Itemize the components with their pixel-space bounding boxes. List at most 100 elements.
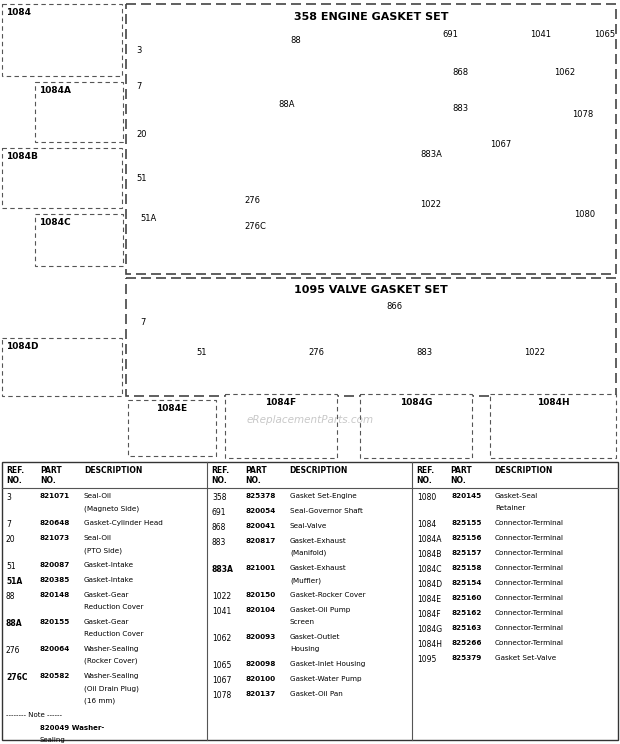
- Text: 821073: 821073: [40, 535, 70, 541]
- Text: Gasket-Outlet: Gasket-Outlet: [290, 634, 340, 640]
- Text: 820137: 820137: [246, 691, 276, 697]
- Text: 358: 358: [212, 493, 226, 502]
- Text: 883A: 883A: [212, 565, 234, 574]
- Text: (Magneto Side): (Magneto Side): [84, 505, 139, 512]
- Text: 1022: 1022: [524, 348, 545, 357]
- Text: 1041: 1041: [212, 607, 231, 616]
- Text: 20: 20: [6, 535, 16, 544]
- Text: 820155: 820155: [40, 619, 71, 625]
- Text: REF.
NO.: REF. NO.: [416, 466, 434, 485]
- Text: Gasket-Rocker Cover: Gasket-Rocker Cover: [290, 592, 366, 598]
- Text: 1095: 1095: [417, 655, 436, 664]
- Text: 88A: 88A: [278, 100, 294, 109]
- Text: 1080: 1080: [417, 493, 436, 502]
- Text: Connector-Terminal: Connector-Terminal: [495, 535, 564, 541]
- Text: 1084G: 1084G: [400, 398, 432, 407]
- Text: Seal-Valve: Seal-Valve: [290, 523, 327, 529]
- Text: Gasket-Exhaust: Gasket-Exhaust: [290, 538, 347, 544]
- Text: 1084C: 1084C: [39, 218, 71, 227]
- Text: 820093: 820093: [246, 634, 277, 640]
- Text: Gasket-Gear: Gasket-Gear: [84, 619, 130, 625]
- Text: Connector-Terminal: Connector-Terminal: [495, 550, 564, 556]
- Text: 825266: 825266: [451, 640, 482, 646]
- Text: Gasket-Intake: Gasket-Intake: [84, 562, 134, 568]
- Text: 276: 276: [6, 646, 20, 655]
- Text: 820150: 820150: [246, 592, 277, 598]
- Text: 1084B: 1084B: [417, 550, 441, 559]
- Text: (Oil Drain Plug): (Oil Drain Plug): [84, 685, 139, 691]
- Text: Gasket-Cylinder Head: Gasket-Cylinder Head: [84, 520, 163, 526]
- Text: 1084C: 1084C: [417, 565, 441, 574]
- Text: 820648: 820648: [40, 520, 71, 526]
- Text: Connector-Terminal: Connector-Terminal: [495, 625, 564, 631]
- Text: Connector-Terminal: Connector-Terminal: [495, 580, 564, 586]
- Text: 1065: 1065: [212, 661, 231, 670]
- Text: 820817: 820817: [246, 538, 277, 544]
- Text: 883: 883: [212, 538, 226, 547]
- Text: Connector-Terminal: Connector-Terminal: [495, 520, 564, 526]
- Text: 1067: 1067: [212, 676, 231, 685]
- Text: Gasket-Gear: Gasket-Gear: [84, 592, 130, 598]
- Text: 820104: 820104: [246, 607, 276, 613]
- Text: 1095 VALVE GASKET SET: 1095 VALVE GASKET SET: [294, 285, 448, 295]
- Bar: [2, 338, 122, 396]
- Text: 7: 7: [136, 82, 141, 91]
- Bar: [2, 4, 122, 76]
- Text: Retainer: Retainer: [495, 505, 525, 511]
- Text: Housing: Housing: [290, 646, 319, 652]
- Text: 1084A: 1084A: [39, 86, 71, 95]
- Text: 1084H: 1084H: [417, 640, 442, 649]
- Text: 88: 88: [6, 592, 16, 601]
- Text: Reduction Cover: Reduction Cover: [84, 604, 143, 610]
- Text: 276C: 276C: [6, 673, 27, 682]
- Bar: [126, 4, 616, 274]
- Text: 825155: 825155: [451, 520, 482, 526]
- Text: (Rocker Cover): (Rocker Cover): [84, 658, 138, 664]
- Text: 51: 51: [196, 348, 206, 357]
- Text: (Manifold): (Manifold): [290, 550, 326, 557]
- Text: 825160: 825160: [451, 595, 481, 601]
- Text: 1067: 1067: [490, 140, 511, 149]
- Bar: [2, 462, 618, 740]
- Text: Gasket-Oil Pump: Gasket-Oil Pump: [290, 607, 350, 613]
- Text: 868: 868: [452, 68, 468, 77]
- Text: 1084F: 1084F: [265, 398, 296, 407]
- Text: 825158: 825158: [451, 565, 482, 571]
- Text: 51: 51: [136, 174, 146, 183]
- Text: -------- Note ------: -------- Note ------: [6, 712, 62, 718]
- Text: 1084: 1084: [6, 8, 31, 17]
- Bar: [490, 394, 616, 458]
- Text: Connector-Terminal: Connector-Terminal: [495, 640, 564, 646]
- Text: Gasket-Oil Pan: Gasket-Oil Pan: [290, 691, 343, 697]
- Text: (PTO Side): (PTO Side): [84, 547, 122, 554]
- Text: REF.
NO.: REF. NO.: [211, 466, 229, 485]
- Text: 883: 883: [416, 348, 432, 357]
- Bar: [126, 278, 616, 396]
- Text: 821071: 821071: [40, 493, 70, 499]
- Bar: [360, 394, 472, 458]
- Text: DESCRIPTION: DESCRIPTION: [84, 466, 143, 475]
- Text: 820041: 820041: [246, 523, 276, 529]
- Text: Gasket-Inlet Housing: Gasket-Inlet Housing: [290, 661, 365, 667]
- Text: Connector-Terminal: Connector-Terminal: [495, 565, 564, 571]
- Text: 1041: 1041: [530, 30, 551, 39]
- Text: 276: 276: [308, 348, 324, 357]
- Text: PART
NO.: PART NO.: [245, 466, 267, 485]
- Text: 825156: 825156: [451, 535, 482, 541]
- Text: 7: 7: [6, 520, 11, 529]
- Text: PART
NO.: PART NO.: [40, 466, 62, 485]
- Text: 1022: 1022: [420, 200, 441, 209]
- Text: 821001: 821001: [246, 565, 276, 571]
- Text: 1084B: 1084B: [6, 152, 38, 161]
- Text: 1084E: 1084E: [417, 595, 441, 604]
- Text: 820049 Washer-: 820049 Washer-: [40, 725, 104, 731]
- Text: Gasket-Water Pump: Gasket-Water Pump: [290, 676, 361, 682]
- Text: 820054: 820054: [246, 508, 277, 514]
- Text: Gasket-Exhaust: Gasket-Exhaust: [290, 565, 347, 571]
- Text: 51: 51: [6, 562, 16, 571]
- Text: REF.
NO.: REF. NO.: [6, 466, 24, 485]
- Text: 825379: 825379: [451, 655, 481, 661]
- Text: 51A: 51A: [140, 214, 156, 223]
- Text: 88: 88: [290, 36, 301, 45]
- Text: 820582: 820582: [40, 673, 71, 679]
